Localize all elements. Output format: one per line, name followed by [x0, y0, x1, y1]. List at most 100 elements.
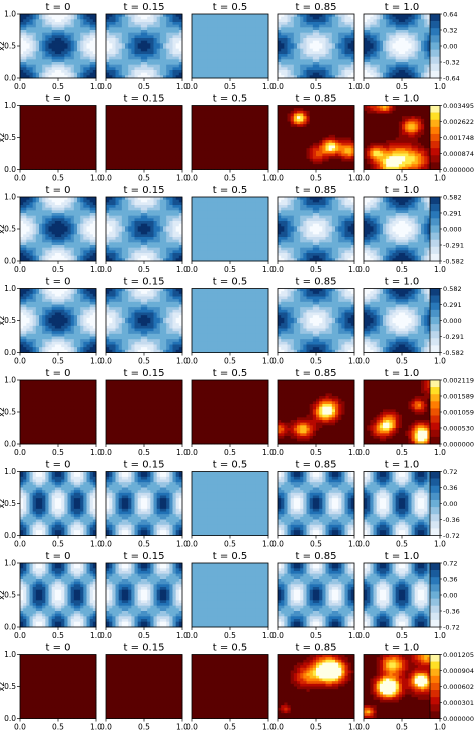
contour-cell: [89, 46, 94, 50]
contour-cell: [319, 40, 323, 44]
contour-cell: [195, 113, 199, 117]
contour-cell: [70, 35, 75, 39]
contour-cell: [175, 70, 180, 74]
contour-cell: [284, 51, 288, 55]
contour-cell: [325, 126, 330, 130]
contour-cell: [61, 59, 65, 63]
contour-cell: [178, 161, 183, 165]
contour-cell: [89, 62, 94, 66]
contour-cell: [427, 75, 431, 79]
contour-cell: [255, 64, 259, 68]
contour-cell: [89, 48, 94, 52]
contour-cell: [258, 153, 263, 157]
contour-cell: [20, 140, 24, 144]
contour-cell: [204, 43, 209, 47]
contour-cell: [312, 67, 317, 71]
contour-cell: [115, 40, 120, 44]
contour-cell: [134, 22, 139, 26]
contour-cell: [226, 62, 231, 66]
contour-cell: [201, 126, 206, 130]
contour-cell: [226, 43, 231, 47]
contour-cell: [217, 16, 221, 20]
contour-cell: [195, 67, 199, 71]
contour-cell: [175, 126, 180, 130]
contour-cell: [58, 164, 62, 168]
contour-cell: [281, 51, 285, 55]
contour-cell: [61, 121, 65, 125]
contour-cell: [48, 27, 53, 31]
contour-cell: [58, 67, 62, 71]
contour-cell: [70, 75, 75, 79]
contour-cell: [278, 48, 282, 52]
contour-cell: [370, 22, 374, 26]
contour-cell: [195, 145, 199, 149]
contour-cell: [32, 32, 37, 36]
contour-cell: [70, 38, 75, 42]
contour-cell: [198, 124, 202, 128]
contour-cell: [23, 24, 27, 28]
contour-cell: [344, 54, 349, 58]
contour-cell: [172, 116, 177, 120]
contour-cell: [204, 67, 209, 71]
contour-cell: [112, 145, 116, 149]
contour-cell: [261, 62, 266, 66]
contour-cell: [147, 62, 151, 66]
contour-cell: [70, 30, 75, 34]
contour-cell: [427, 24, 431, 28]
contour-cell: [131, 121, 135, 125]
contour-cell: [118, 59, 123, 63]
contour-cell: [236, 158, 240, 162]
contour-cell: [26, 24, 30, 28]
contour-cell: [89, 132, 94, 136]
contour-cell: [230, 121, 234, 125]
contour-cell: [411, 51, 416, 55]
contour-cell: [39, 67, 43, 71]
contour-cell: [322, 62, 326, 66]
contour-cell: [20, 129, 24, 133]
x-tick-label: 0.0: [100, 82, 112, 91]
contour-cell: [58, 24, 62, 28]
contour-cell: [67, 142, 72, 146]
contour-cell: [147, 164, 151, 168]
contour-cell: [278, 38, 282, 42]
contour-cell: [172, 113, 177, 117]
contour-cell: [83, 161, 87, 165]
contour-cell: [144, 72, 148, 76]
contour-cell: [169, 166, 173, 170]
contour-cell: [131, 54, 135, 58]
contour-cell: [83, 164, 87, 168]
contour-cell: [118, 153, 123, 157]
contour-cell: [328, 110, 333, 114]
contour-cell: [29, 132, 34, 136]
contour-cell: [51, 19, 56, 23]
contour-cell: [83, 140, 87, 144]
contour-cell: [45, 166, 49, 170]
contour-cell: [175, 51, 180, 55]
contour-cell: [405, 67, 409, 71]
contour-cell: [73, 62, 78, 66]
contour-panel: [106, 14, 183, 79]
contour-cell: [61, 158, 65, 162]
contour-cell: [128, 110, 132, 114]
contour-cell: [163, 150, 167, 154]
contour-cell: [338, 51, 342, 55]
contour-cell: [73, 16, 78, 20]
contour-cell: [236, 121, 240, 125]
contour-cell: [137, 142, 142, 146]
contour-cell: [48, 118, 53, 122]
contour-cell: [115, 38, 120, 42]
contour-cell: [239, 110, 244, 114]
contour-cell: [172, 121, 177, 125]
contour-cell: [77, 142, 81, 146]
contour-cell: [153, 70, 158, 74]
contour-cell: [239, 166, 244, 170]
contour-cell: [106, 30, 110, 34]
contour-cell: [300, 124, 304, 128]
contour-cell: [20, 164, 24, 168]
contour-cell: [115, 164, 120, 168]
contour-cell: [389, 43, 393, 47]
contour-cell: [131, 110, 135, 114]
contour-cell: [350, 113, 355, 117]
contour-cell: [169, 70, 173, 74]
contour-cell: [166, 126, 170, 130]
